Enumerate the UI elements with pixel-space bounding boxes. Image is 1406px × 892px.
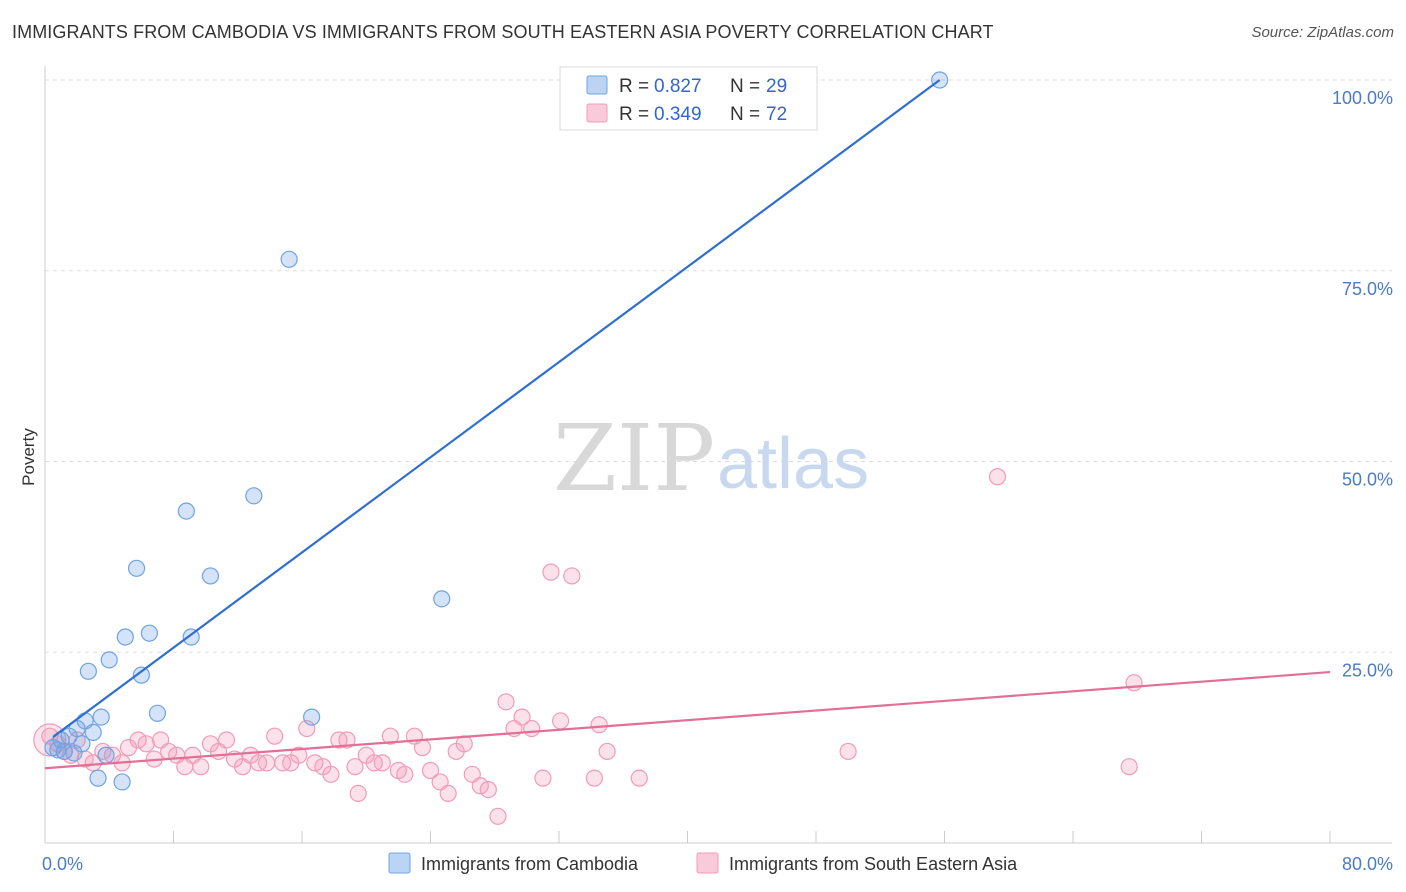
cambodia-point-15	[132, 666, 150, 684]
legend-n-label-2: N =	[730, 104, 760, 125]
sea-point-22	[217, 731, 236, 749]
series-cambodia	[44, 71, 949, 791]
sea-point-35	[322, 765, 340, 783]
bottom-legend-label-sea: Immigrants from South Eastern Asia	[729, 854, 1018, 874]
watermark-zip: ZIP	[553, 405, 715, 512]
sea-point-59	[513, 708, 531, 726]
sea-point-28	[266, 727, 284, 745]
sea-point-42	[373, 754, 391, 772]
sea-point-45	[396, 765, 414, 783]
x-tick-labels: 0.0% 80.0%	[42, 854, 1393, 874]
sea-point-27	[258, 754, 276, 772]
y-tick-label-100: 100.0%	[1332, 88, 1393, 108]
legend-r-value-1: 0.827	[654, 76, 702, 97]
sea-point-6	[84, 754, 102, 772]
sea-point-54	[471, 777, 489, 795]
legend-r-value-2: 0.349	[654, 104, 702, 125]
trend-lines	[44, 79, 1331, 770]
legend-swatch-sea	[586, 103, 608, 123]
y-tick-label-50: 50.0%	[1342, 470, 1393, 490]
cambodia-point-13	[116, 628, 134, 646]
legend-n-value-1: 29	[766, 76, 787, 97]
legend-swatch-cambodia	[586, 75, 608, 95]
sea-point-38	[346, 758, 364, 776]
cambodia-point-8	[79, 662, 97, 680]
y-tick-label-75: 75.0%	[1342, 279, 1393, 299]
cambodia-point-14	[127, 559, 146, 577]
sea-point-43	[381, 727, 399, 745]
sea-point-69	[839, 742, 857, 761]
cambodia-point-12	[100, 651, 118, 669]
y-tick-label-25: 25.0%	[1342, 660, 1393, 680]
sea-point-71	[1120, 758, 1138, 776]
bottom-legend-swatch-cambodia	[388, 852, 411, 874]
sea-point-70	[988, 468, 1007, 486]
sea-point-12	[137, 735, 155, 753]
bottom-legend-swatch-sea	[696, 852, 719, 874]
chart-source: Source: ZipAtlas.com	[1251, 24, 1394, 41]
sea-point-67	[598, 742, 616, 761]
series-south-eastern-asia	[33, 468, 1143, 825]
cambodia-point-23	[303, 708, 321, 726]
y-tick-labels: 25.0% 50.0% 75.0% 100.0%	[1332, 88, 1393, 680]
legend-r-label-2: R =	[619, 104, 649, 125]
sea-trend-line	[44, 670, 1331, 770]
cambodia-point-9	[84, 723, 102, 741]
sea-point-62	[542, 563, 560, 581]
gridlines	[45, 79, 1392, 653]
x-tick-label-80: 80.0%	[1342, 854, 1393, 874]
cambodia-point-18	[177, 502, 195, 520]
watermark: ZIP atlas	[553, 405, 869, 512]
sea-point-68	[630, 769, 648, 787]
legend-n-value-2: 72	[766, 104, 787, 125]
cambodia-point-22	[280, 250, 298, 268]
chart-title: IMMIGRANTS FROM CAMBODIA VS IMMIGRANTS F…	[12, 22, 994, 42]
sea-point-37	[338, 731, 356, 749]
sea-point-48	[421, 761, 440, 780]
sea-point-64	[563, 567, 581, 585]
axes	[44, 66, 1392, 844]
cambodia-point-21	[245, 487, 263, 505]
cambodia-point-16	[140, 624, 159, 642]
watermark-atlas: atlas	[717, 424, 869, 504]
sea-point-39	[349, 784, 367, 803]
sea-point-66	[590, 716, 608, 734]
cambodia-trend-line	[52, 79, 941, 738]
x-tick-label-0: 0.0%	[42, 854, 83, 874]
y-axis-title: Poverty	[19, 428, 38, 486]
sea-point-57	[497, 693, 515, 711]
cambodia-point-17	[148, 704, 167, 722]
sea-point-11	[129, 731, 147, 749]
cambodia-point-24	[433, 590, 451, 608]
cambodia-point-28	[73, 735, 91, 753]
sea-point-47	[413, 739, 432, 757]
sea-point-65	[585, 769, 603, 787]
cambodia-point-20	[201, 567, 220, 585]
sea-point-55	[479, 780, 497, 799]
cambodia-point-10	[92, 708, 110, 726]
cambodia-point-26	[89, 769, 107, 787]
sea-point-63	[552, 712, 570, 730]
sea-point-56	[489, 807, 507, 825]
sea-point-33	[306, 754, 324, 772]
sea-point-61	[534, 769, 552, 787]
legend-n-label-1: N =	[730, 76, 760, 97]
sea-point-60	[523, 719, 541, 738]
cambodia-point-1	[49, 741, 67, 759]
sea-point-31	[290, 746, 308, 764]
cambodia-point-27	[113, 773, 131, 791]
sea-point-19	[192, 758, 210, 776]
sea-point-50	[439, 784, 457, 803]
sea-point-72	[1125, 674, 1143, 692]
legend-r-label-1: R =	[619, 76, 649, 97]
bottom-legend-label-cambodia: Immigrants from Cambodia	[421, 854, 639, 874]
cambodia-point-11	[97, 746, 115, 764]
bottom-legend: Immigrants from Cambodia Immigrants from…	[388, 852, 1018, 874]
top-legend: R = 0.827 N = 29 R = 0.349 N = 72	[559, 66, 818, 131]
